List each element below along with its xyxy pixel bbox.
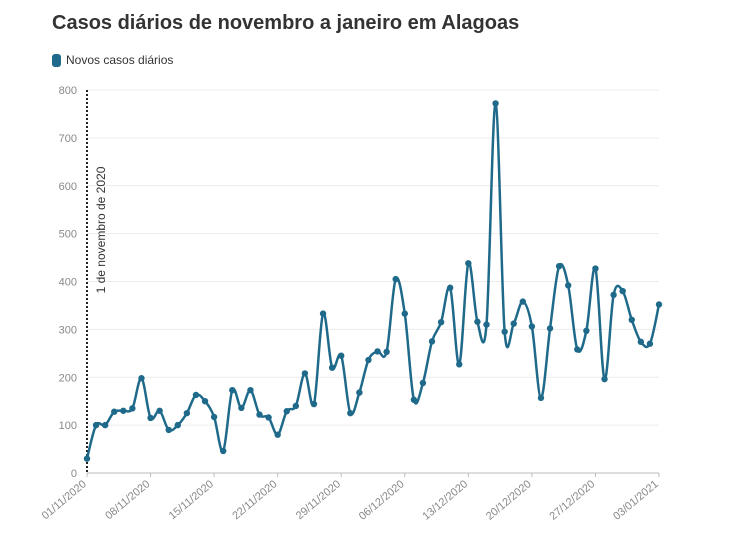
data-point[interactable] xyxy=(310,400,318,408)
data-point[interactable] xyxy=(474,318,481,325)
y-axis-tick-labels: 0 100 200 300 400 500 600 700 800 xyxy=(59,85,77,480)
data-point[interactable] xyxy=(356,389,363,396)
y-tick-label: 400 xyxy=(59,277,77,289)
data-point[interactable] xyxy=(610,291,617,299)
data-point[interactable] xyxy=(465,260,472,267)
legend-label: Novos casos diários xyxy=(66,53,174,67)
data-point[interactable] xyxy=(555,262,563,270)
data-point[interactable] xyxy=(338,352,345,359)
data-point[interactable] xyxy=(229,386,236,394)
data-point[interactable] xyxy=(401,310,408,317)
data-point[interactable] xyxy=(437,318,445,326)
data-point[interactable] xyxy=(365,356,372,364)
data-point[interactable] xyxy=(210,413,218,421)
data-point[interactable] xyxy=(165,426,172,434)
data-point[interactable] xyxy=(583,327,590,335)
data-point[interactable] xyxy=(528,323,536,330)
data-point[interactable] xyxy=(183,409,191,417)
data-point[interactable] xyxy=(111,408,118,415)
data-point[interactable] xyxy=(601,375,608,383)
data-point[interactable] xyxy=(129,405,136,412)
data-point[interactable] xyxy=(292,402,300,410)
x-axis-tick-labels: 01/11/2020 08/11/2020 15/11/2020 22/11/2020… xyxy=(40,478,661,523)
x-axis xyxy=(86,472,660,477)
data-point[interactable] xyxy=(238,404,245,412)
chart-title: Casos diários de novembro a janeiro em A… xyxy=(52,12,520,34)
data-point[interactable] xyxy=(383,348,390,356)
data-point[interactable] xyxy=(419,379,427,387)
data-point[interactable] xyxy=(392,275,399,283)
data-point[interactable] xyxy=(138,375,145,382)
data-point[interactable] xyxy=(646,340,654,347)
data-point[interactable] xyxy=(301,370,309,377)
data-point[interactable] xyxy=(492,100,499,107)
x-tick-label: 15/11/2020 xyxy=(167,478,216,522)
data-point[interactable] xyxy=(446,284,454,291)
data-point[interactable] xyxy=(519,298,527,305)
gridlines xyxy=(87,89,659,474)
legend-swatch xyxy=(52,53,61,67)
data-point[interactable] xyxy=(510,320,517,327)
y-tick-label: 700 xyxy=(59,133,77,145)
x-tick-label: 22/11/2020 xyxy=(230,478,279,522)
data-point[interactable] xyxy=(565,282,572,289)
data-point[interactable] xyxy=(274,431,281,438)
data-point[interactable] xyxy=(101,421,109,429)
data-point[interactable] xyxy=(374,348,381,355)
x-tick-label: 13/12/2020 xyxy=(420,478,470,523)
data-point[interactable] xyxy=(501,328,508,335)
data-point[interactable] xyxy=(319,310,327,317)
legend: Novos casos diários xyxy=(52,53,173,67)
data-point[interactable] xyxy=(219,447,227,455)
y-tick-label: 500 xyxy=(59,229,77,241)
data-point[interactable] xyxy=(574,346,581,353)
data-point[interactable] xyxy=(156,407,163,414)
y-tick-label: 0 xyxy=(71,468,77,480)
data-point[interactable] xyxy=(546,325,554,332)
data-point[interactable] xyxy=(410,396,418,403)
data-point[interactable] xyxy=(456,361,463,368)
data-point[interactable] xyxy=(192,391,200,399)
data-point[interactable] xyxy=(347,409,354,417)
y-tick-label: 300 xyxy=(59,324,77,336)
x-tick-label: 27/12/2020 xyxy=(547,478,597,523)
data-point[interactable] xyxy=(483,321,490,328)
data-point[interactable] xyxy=(637,338,645,346)
data-point[interactable] xyxy=(201,397,209,405)
x-tick-label: 29/11/2020 xyxy=(294,478,343,522)
data-point[interactable] xyxy=(619,287,626,295)
data-point[interactable] xyxy=(655,301,663,308)
data-point[interactable] xyxy=(147,414,154,422)
data-point[interactable] xyxy=(247,386,254,394)
data-point[interactable] xyxy=(83,455,91,462)
x-tick-label: 06/12/2020 xyxy=(357,478,407,523)
data-point[interactable] xyxy=(537,394,545,402)
data-point[interactable] xyxy=(328,364,336,371)
x-tick-label: 03/01/2021 xyxy=(611,478,661,523)
y-tick-label: 200 xyxy=(59,372,77,384)
annotation-label: 1 de novembro de 2020 xyxy=(94,166,108,293)
data-point[interactable] xyxy=(120,407,127,414)
data-point[interactable] xyxy=(283,408,290,415)
y-tick-label: 100 xyxy=(59,420,77,432)
y-tick-label: 600 xyxy=(59,181,77,193)
data-points xyxy=(83,100,663,462)
annotation: 1 de novembro de 2020 xyxy=(86,90,108,473)
x-tick-label: 20/12/2020 xyxy=(484,478,534,523)
data-point[interactable] xyxy=(592,265,599,272)
data-point[interactable] xyxy=(428,338,436,345)
data-point[interactable] xyxy=(256,411,263,418)
data-point[interactable] xyxy=(174,421,181,429)
data-point[interactable] xyxy=(628,316,635,323)
y-tick-label: 800 xyxy=(59,85,77,97)
data-point[interactable] xyxy=(265,414,272,421)
x-tick-label: 08/11/2020 xyxy=(103,478,152,522)
data-point[interactable] xyxy=(92,421,100,429)
x-tick-label: 01/11/2020 xyxy=(40,478,89,522)
